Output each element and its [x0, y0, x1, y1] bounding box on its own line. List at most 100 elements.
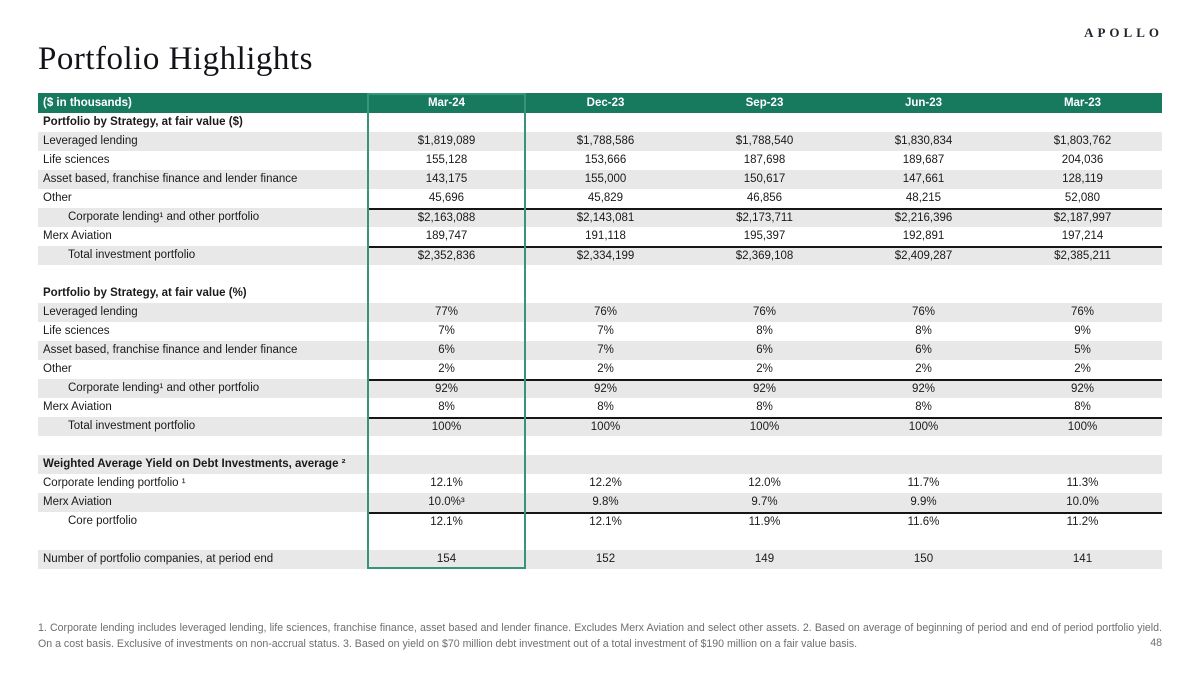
cell-value: 100% — [685, 417, 844, 436]
cell-value: 155,128 — [425, 154, 468, 166]
table-row: Corporate lending¹ and other portfolio 92… — [38, 379, 1162, 398]
spacer-row — [38, 531, 1162, 550]
cell-value: 143,175 — [425, 173, 468, 185]
cell-value: 8% — [1074, 401, 1091, 413]
cell-value: 7% — [597, 344, 614, 356]
cell-value — [844, 284, 1003, 303]
table-row: Other 2% 2% 2% 2% 2% — [38, 360, 1162, 379]
cell-value: 149 — [754, 553, 775, 565]
cell-value — [844, 113, 1003, 132]
cell-value: 187,698 — [743, 154, 786, 166]
row-label: Weighted Average Yield on Debt Investmen… — [43, 458, 346, 470]
section-header-row: Portfolio by Strategy, at fair value ($) — [38, 113, 1162, 132]
cell-value: 8% — [597, 401, 614, 413]
cell-value: $2,173,711 — [685, 208, 844, 227]
table-row: Asset based, franchise finance and lende… — [38, 341, 1162, 360]
cell-value: 9.7% — [751, 496, 778, 508]
cell-value: 92% — [1003, 379, 1162, 398]
cell-value: 100% — [844, 417, 1003, 436]
cell-value: 197,214 — [1061, 230, 1104, 242]
page-number: 48 — [1150, 637, 1162, 649]
cell-value: 8% — [438, 401, 455, 413]
row-label: Other — [43, 363, 72, 375]
cell-value: 2% — [597, 363, 614, 375]
cell-value: 7% — [597, 325, 614, 337]
cell-value: 48,215 — [905, 192, 942, 204]
section-header-row: Weighted Average Yield on Debt Investmen… — [38, 455, 1162, 474]
cell-value — [526, 284, 685, 303]
table-row: Life sciences 155,128 153,666 187,698 189,68… — [38, 151, 1162, 170]
row-label: Asset based, franchise finance and lende… — [43, 344, 298, 356]
cell-value: 189,747 — [425, 230, 468, 242]
cell-value — [526, 531, 685, 550]
row-label: Asset based, franchise finance and lende… — [43, 173, 298, 185]
cell-value: 192,891 — [902, 230, 945, 242]
cell-value: 92% — [526, 379, 685, 398]
table-row: Leveraged lending $1,819,089 $1,788,586 $1,… — [38, 132, 1162, 151]
row-label: Total investment portfolio — [68, 420, 196, 432]
cell-value: $2,187,997 — [1003, 208, 1162, 227]
cell-value: 76% — [911, 306, 936, 318]
cell-value — [1003, 531, 1162, 550]
cell-value — [844, 265, 1003, 284]
cell-value: 150,617 — [743, 173, 786, 185]
row-label: Leveraged lending — [43, 135, 138, 147]
cell-value — [367, 265, 526, 284]
cell-value: 10.0%³ — [428, 496, 465, 508]
cell-value: 52,080 — [1064, 192, 1101, 204]
table-row: Leveraged lending 77% 76% 76% 76% 76% — [38, 303, 1162, 322]
cell-value — [685, 436, 844, 455]
cell-value: 45,696 — [428, 192, 465, 204]
cell-value: 8% — [756, 401, 773, 413]
cell-value — [367, 436, 526, 455]
row-label: Core portfolio — [68, 515, 138, 527]
cell-value — [685, 265, 844, 284]
cell-value: 10.0% — [1066, 496, 1099, 508]
cell-value: 100% — [1003, 417, 1162, 436]
column-header-mar-24: Mar-24 — [427, 97, 466, 109]
spacer-row — [38, 436, 1162, 455]
cell-value — [367, 113, 526, 132]
cell-value: 76% — [593, 306, 618, 318]
cell-value: 9.9% — [910, 496, 937, 508]
table-row: Asset based, franchise finance and lende… — [38, 170, 1162, 189]
cell-value: 6% — [438, 344, 455, 356]
cell-value: 195,397 — [743, 230, 786, 242]
cell-value: 76% — [752, 306, 777, 318]
cell-value: 12.0% — [748, 477, 781, 489]
row-label: Number of portfolio companies, at period… — [43, 553, 274, 565]
cell-value: 45,829 — [587, 192, 624, 204]
row-label: Merx Aviation — [43, 230, 112, 242]
row-label: Portfolio by Strategy, at fair value ($) — [43, 116, 243, 128]
cell-value: 8% — [915, 401, 932, 413]
cell-value — [526, 265, 685, 284]
cell-value — [1003, 455, 1162, 474]
cell-value: 12.1% — [430, 477, 463, 489]
cell-value — [1003, 265, 1162, 284]
cell-value: 153,666 — [584, 154, 627, 166]
cell-value: 6% — [756, 344, 773, 356]
cell-value: 8% — [915, 325, 932, 337]
cell-value: 76% — [1070, 306, 1095, 318]
cell-value: 12.1% — [367, 512, 526, 531]
cell-value: 8% — [756, 325, 773, 337]
cell-value: $2,352,836 — [367, 246, 526, 265]
table-header-row: ($ in thousands) Mar-24 Dec-23 Sep-23 Jun-23… — [38, 93, 1162, 113]
cell-value: 5% — [1074, 344, 1091, 356]
table-row: Merx Aviation 10.0%³ 9.8% 9.7% 9.9% 10.0% — [38, 493, 1162, 512]
cell-value: 6% — [915, 344, 932, 356]
cell-value — [526, 113, 685, 132]
cell-value: $2,369,108 — [685, 246, 844, 265]
cell-value: 77% — [434, 306, 459, 318]
cell-value: 189,687 — [902, 154, 945, 166]
cell-value: 141 — [1072, 553, 1093, 565]
cell-value: 154 — [436, 553, 457, 565]
cell-value: $2,216,396 — [844, 208, 1003, 227]
cell-value: 11.2% — [1003, 512, 1162, 531]
cell-value: 150 — [913, 553, 934, 565]
cell-value: 92% — [685, 379, 844, 398]
cell-value: 100% — [367, 417, 526, 436]
unit-label: ($ in thousands) — [43, 97, 132, 109]
table-row: Life sciences 7% 7% 8% 8% 9% — [38, 322, 1162, 341]
table-row: Corporate lending portfolio ¹ 12.1% 12.2% 1… — [38, 474, 1162, 493]
